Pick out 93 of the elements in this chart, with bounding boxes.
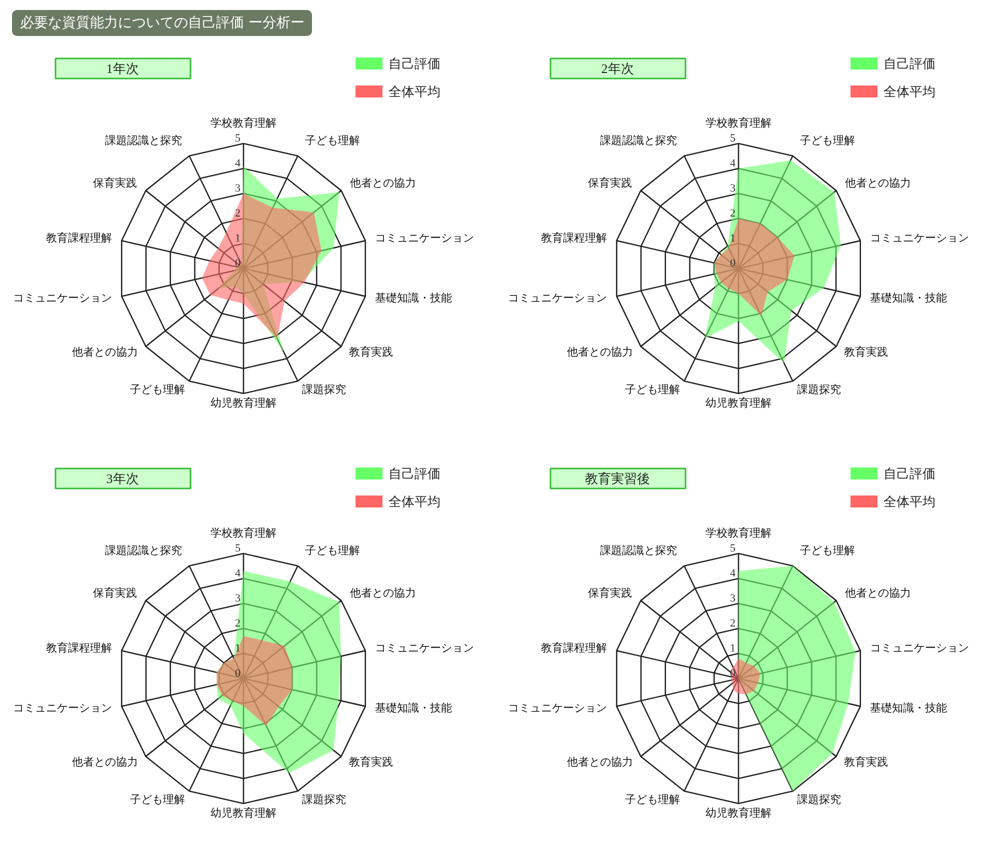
chart-title: 教育実習後: [585, 471, 650, 486]
spoke-label: 他者との協力: [566, 756, 633, 769]
y-tick-label: 0: [235, 668, 241, 680]
spoke-label: 学校教育理解: [706, 526, 772, 540]
text: 必要な資質能力についての自己評価 ー分析ー: [20, 14, 304, 33]
spoke-label: 学校教育理解: [706, 116, 772, 130]
spoke-label: コミュニケーション: [508, 292, 607, 305]
spoke-label: 課題認識と探究: [105, 134, 182, 147]
spoke-label: 子ども理解: [304, 134, 360, 147]
y-tick-label: 5: [235, 132, 241, 144]
y-tick-label: 4: [235, 568, 241, 580]
spoke-label: 課題探究: [302, 383, 346, 396]
spoke-label: コミュニケーション: [12, 702, 112, 715]
chart-title: 2年次: [601, 61, 634, 76]
y-tick-label: 4: [235, 158, 241, 170]
spoke-label: 保育実践: [92, 586, 137, 600]
spoke-label: 他者との協力: [72, 346, 138, 359]
legend-label: 全体平均: [884, 494, 936, 509]
y-tick-label: 5: [235, 542, 241, 554]
spoke-label: 課題認識と探究: [600, 134, 678, 147]
spoke-label: 保育実践: [588, 586, 632, 600]
spoke-label: 基礎知識・技能: [870, 702, 948, 715]
spoke-label: 子ども理解: [130, 794, 185, 806]
spoke-label: 保育実践: [92, 176, 137, 190]
spoke-label: 課題探究: [302, 793, 346, 806]
chart-title: 1年次: [106, 61, 139, 76]
spoke-label: 課題探究: [797, 793, 842, 806]
spoke-label: 教育課程理解: [540, 231, 607, 244]
spoke-label: 他者との協力: [566, 346, 633, 359]
legend-label: 自己評価: [884, 56, 936, 71]
spoke-label: 教育課程理解: [540, 641, 607, 654]
legend-label: 全体平均: [884, 84, 936, 99]
spoke-label: 課題認識と探究: [600, 544, 678, 557]
y-tick-label: 2: [730, 618, 736, 630]
spoke-label: 基礎知識・技能: [870, 292, 948, 305]
y-tick-label: 1: [730, 642, 736, 654]
y-tick-label: 3: [235, 182, 241, 194]
spoke-label: 課題探究: [797, 383, 842, 396]
spoke-label: コミュニケーション: [12, 292, 112, 305]
y-tick-label: 3: [730, 592, 736, 604]
spoke-label: 教育実践: [349, 756, 394, 769]
spoke-label: 子ども理解: [800, 134, 855, 147]
spoke-label: 教育実践: [844, 756, 888, 769]
spoke-label: 幼児教育理解: [706, 806, 772, 820]
spoke-label: コミュニケーション: [375, 642, 474, 654]
spoke-label: 幼児教育理解: [706, 396, 772, 410]
spoke-label: 他者との協力: [350, 586, 416, 600]
legend-label: 自己評価: [388, 56, 440, 71]
spoke-label: 他者との協力: [845, 176, 912, 190]
spoke-label: 子ども理解: [800, 544, 855, 557]
spoke-label: コミュニケーション: [508, 702, 607, 715]
y-tick-label: 4: [730, 158, 736, 170]
spoke-label: コミュニケーション: [870, 232, 970, 244]
y-tick-label: 4: [730, 568, 736, 580]
spoke-label: 教育課程理解: [46, 231, 112, 244]
y-tick-label: 1: [235, 642, 240, 654]
y-tick-label: 1: [235, 232, 240, 244]
spoke-label: 子ども理解: [624, 384, 680, 396]
y-tick-label: 0: [730, 668, 736, 680]
chart-title: 3年次: [106, 471, 139, 486]
spoke-label: 幼児教育理解: [210, 396, 276, 410]
spoke-label: 幼児教育理解: [210, 806, 276, 820]
spoke-label: 教育実践: [844, 346, 888, 359]
legend-label: 自己評価: [388, 466, 440, 481]
spoke-label: 他者との協力: [72, 756, 138, 769]
spoke-label: 他者との協力: [350, 176, 416, 190]
y-tick-label: 5: [730, 132, 736, 144]
spoke-label: 学校教育理解: [210, 526, 276, 540]
spoke-label: 子ども理解: [304, 544, 360, 557]
y-tick-label: 3: [730, 182, 736, 194]
y-tick-label: 2: [235, 618, 240, 630]
spoke-label: 課題認識と探究: [105, 544, 182, 557]
y-tick-label: 0: [235, 258, 241, 270]
y-tick-label: 5: [730, 542, 736, 554]
legend-label: 自己評価: [884, 466, 936, 481]
spoke-label: 教育課程理解: [46, 641, 112, 654]
spoke-label: コミュニケーション: [870, 642, 970, 654]
spoke-label: 基礎知識・技能: [375, 702, 452, 715]
legend-label: 全体平均: [388, 494, 440, 509]
spoke-label: 子ども理解: [624, 794, 680, 806]
y-tick-label: 3: [235, 592, 241, 604]
spoke-label: 他者との協力: [845, 586, 912, 600]
y-tick-label: 1: [730, 232, 736, 244]
y-tick-label: 0: [730, 258, 736, 270]
spoke-label: 保育実践: [588, 176, 632, 190]
spoke-label: コミュニケーション: [375, 232, 474, 244]
y-tick-label: 2: [730, 208, 736, 220]
legend-label: 全体平均: [388, 84, 440, 99]
y-tick-label: 2: [235, 208, 240, 220]
spoke-label: 教育実践: [349, 346, 394, 359]
spoke-label: 基礎知識・技能: [375, 292, 452, 305]
spoke-label: 子ども理解: [130, 384, 185, 396]
spoke-label: 学校教育理解: [210, 116, 276, 130]
